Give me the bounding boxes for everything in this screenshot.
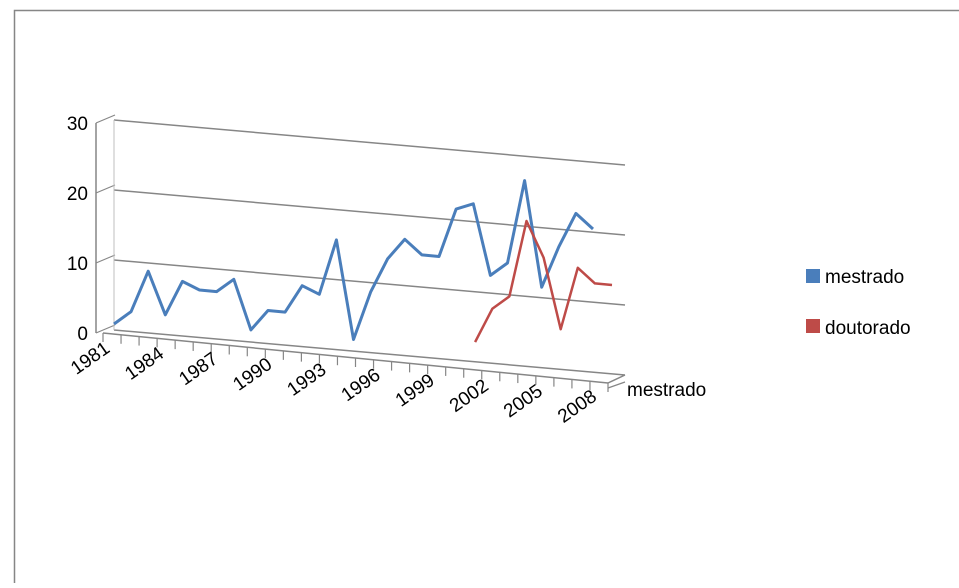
value-axis-tick <box>96 255 115 263</box>
x-tick-label: 1999 <box>392 370 439 411</box>
x-tick-label: 1984 <box>121 343 168 385</box>
value-axis-tick <box>96 115 115 123</box>
axes <box>96 115 625 392</box>
gridlines <box>114 120 625 375</box>
depth-axis <box>608 375 625 383</box>
legend-label-mestrado: mestrado <box>825 267 904 288</box>
legend-label-doutorado: doutorado <box>825 318 911 339</box>
x-tick-label: 2005 <box>500 381 547 422</box>
depth-axis-label: mestrado <box>627 380 706 401</box>
x-tick-label: 1993 <box>284 359 331 400</box>
legend-swatch-mestrado <box>806 269 820 283</box>
y-tick-label: 0 <box>77 324 88 345</box>
x-tick-label: 1990 <box>230 354 277 395</box>
series-lines <box>114 180 612 342</box>
chart-border <box>15 11 959 584</box>
value-axis-tick <box>96 185 115 193</box>
depth-axis-tick <box>608 382 625 388</box>
legend-swatch-doutorado <box>806 319 820 333</box>
x-tick-label: 2008 <box>554 386 601 427</box>
legend: mestrado doutorado <box>806 267 911 339</box>
y-tick-label: 20 <box>67 184 88 205</box>
gridline <box>114 190 625 235</box>
gridline <box>114 120 625 165</box>
x-tick-label: 1981 <box>67 338 114 379</box>
y-tick-label: 30 <box>67 114 88 135</box>
value-axis-tick <box>96 325 115 333</box>
x-tick-label: 1996 <box>338 365 385 406</box>
series-line-mestrado <box>114 181 593 340</box>
x-tick-label: 2002 <box>446 375 493 416</box>
x-tick-label: 1987 <box>175 349 222 390</box>
y-tick-label: 10 <box>67 254 88 275</box>
